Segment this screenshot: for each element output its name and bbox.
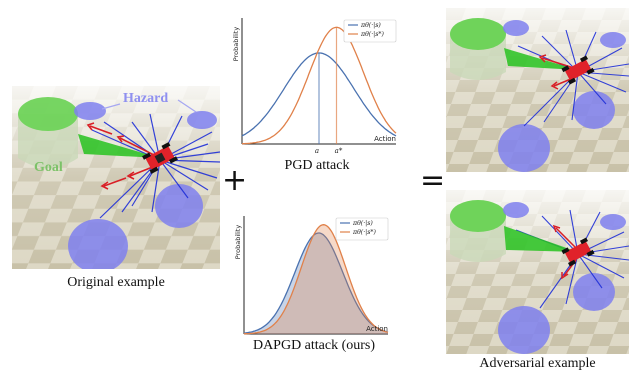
legend-entry: πθ(·|s*) [360, 31, 385, 38]
x-tick-label: a* [335, 147, 343, 154]
adversarial-caption: Adversarial example [479, 356, 596, 371]
original-caption: Original example [67, 275, 165, 290]
goal-label: Goal [34, 160, 63, 175]
x-axis-label: Action [374, 135, 396, 143]
hazard-pointer-arrows [101, 99, 197, 113]
series-line [243, 232, 389, 334]
hazard-disc [155, 184, 203, 228]
hazard-disc [74, 102, 106, 120]
hazard-disc [68, 219, 128, 269]
pgd-caption: PGD attack [284, 158, 350, 173]
adversarial-panel-top [446, 8, 629, 172]
hazard-label: Hazard [123, 91, 169, 106]
x-axis-label: Action [366, 325, 388, 333]
series-line [243, 224, 389, 335]
x-tick-label: a [315, 147, 319, 154]
y-axis-label: Probability [232, 27, 240, 62]
goal-cylinder [18, 97, 78, 168]
legend-entry: πθ(·|s) [352, 220, 373, 227]
dapgd-chart: Probability Action πθ(·|s) πθ(·|s*) [234, 216, 389, 335]
adversarial-panel-bottom [446, 190, 629, 354]
pgd-chart: a a* Probability Action πθ(·|s) πθ(·|s*) [232, 18, 397, 154]
series-area [244, 233, 388, 334]
equals-operator: = [420, 163, 446, 198]
adversarial-scene-top [446, 8, 629, 172]
series-area [244, 224, 388, 334]
adversarial-scene-bottom [446, 190, 629, 354]
plus-operator: + [222, 163, 248, 198]
legend-entry: πθ(·|s) [360, 22, 381, 29]
original-scene [12, 86, 220, 269]
y-axis-label: Probability [234, 225, 242, 260]
goal-sensor-rays [78, 134, 160, 158]
dapgd-caption: DAPGD attack (ours) [252, 338, 376, 353]
original-example-panel: Hazard Goal [12, 86, 220, 269]
series-line [242, 26, 397, 145]
robot [142, 142, 178, 174]
legend-entry: πθ(·|s*) [352, 229, 377, 236]
hazard-disc [187, 111, 217, 129]
